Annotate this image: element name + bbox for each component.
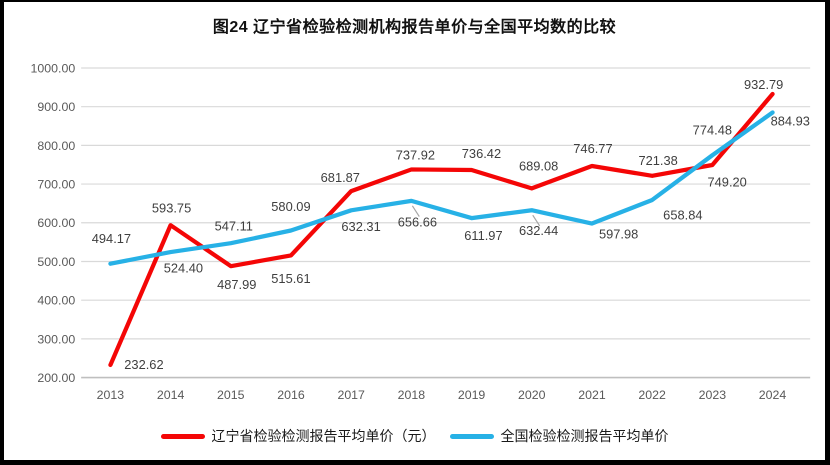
svg-text:689.08: 689.08 (519, 159, 558, 174)
national-line-data-labels: 494.17 524.40 547.11 580.09 632.31 656.66 611.… (92, 113, 810, 275)
label-leader-lines (411, 205, 541, 227)
svg-text:600.00: 600.00 (37, 216, 75, 230)
svg-text:2015: 2015 (217, 388, 245, 402)
svg-text:232.62: 232.62 (124, 357, 163, 372)
svg-text:774.48: 774.48 (693, 123, 732, 138)
y-axis-labels: 200.00 300.00 400.00 500.00 600.00 700.00 800.… (31, 61, 76, 385)
svg-text:2017: 2017 (337, 388, 365, 402)
svg-text:2014: 2014 (157, 388, 185, 402)
chart-title: 图24 辽宁省检验检测机构报告单价与全国平均数的比较 (212, 19, 617, 36)
svg-text:500.00: 500.00 (37, 255, 75, 269)
svg-text:300.00: 300.00 (37, 332, 75, 346)
svg-text:658.84: 658.84 (663, 208, 702, 223)
svg-text:1000.00: 1000.00 (31, 61, 76, 75)
svg-text:2019: 2019 (458, 388, 486, 402)
svg-text:2023: 2023 (699, 388, 727, 402)
svg-text:580.09: 580.09 (271, 199, 310, 214)
liaoning-line-swatch (160, 433, 205, 439)
svg-text:736.42: 736.42 (462, 146, 501, 161)
svg-text:632.44: 632.44 (519, 223, 558, 238)
liaoning-line (108, 91, 775, 368)
svg-text:749.20: 749.20 (708, 175, 747, 190)
legend-item-liaoning: 辽宁省检验检测报告平均单价（元） (160, 426, 436, 446)
svg-text:681.87: 681.87 (321, 170, 360, 185)
svg-text:515.61: 515.61 (271, 271, 310, 286)
svg-text:721.38: 721.38 (638, 153, 677, 168)
svg-text:611.97: 611.97 (464, 228, 502, 243)
gridlines (81, 67, 811, 379)
svg-text:2024: 2024 (759, 388, 787, 402)
liaoning-line-data-labels: 232.62 593.75 487.99 515.61 681.87 737.92 736.… (124, 77, 783, 372)
svg-text:494.17: 494.17 (92, 231, 131, 246)
svg-text:746.77: 746.77 (573, 141, 612, 156)
svg-text:737.92: 737.92 (396, 148, 435, 163)
legend-label-liaoning: 辽宁省检验检测报告平均单价（元） (211, 428, 436, 444)
svg-text:2016: 2016 (277, 388, 305, 402)
svg-text:547.11: 547.11 (215, 218, 253, 233)
svg-text:524.40: 524.40 (164, 261, 203, 276)
svg-text:487.99: 487.99 (217, 277, 256, 292)
svg-text:2021: 2021 (578, 388, 606, 402)
legend: 辽宁省检验检测报告平均单价（元） 全国检验检测报告平均单价 (4, 426, 825, 446)
svg-text:2020: 2020 (518, 388, 546, 402)
svg-text:2013: 2013 (97, 388, 125, 402)
svg-text:2018: 2018 (398, 388, 426, 402)
svg-text:932.79: 932.79 (744, 77, 783, 92)
svg-text:656.66: 656.66 (398, 214, 437, 229)
svg-text:597.98: 597.98 (599, 226, 638, 241)
x-axis-labels: 2013 2014 2015 2016 2017 2018 2019 2020 2021 2022… (97, 388, 787, 402)
national-line (108, 110, 775, 266)
svg-text:200.00: 200.00 (37, 371, 75, 385)
svg-text:400.00: 400.00 (37, 294, 75, 308)
svg-text:884.93: 884.93 (771, 113, 810, 128)
svg-text:632.31: 632.31 (341, 219, 380, 234)
svg-text:900.00: 900.00 (37, 100, 75, 114)
legend-label-national: 全国检验检测报告平均单价 (500, 428, 669, 444)
svg-text:593.75: 593.75 (152, 200, 191, 215)
svg-text:2022: 2022 (638, 388, 666, 402)
svg-text:800.00: 800.00 (37, 139, 75, 153)
chart-area: 200.00 300.00 400.00 500.00 600.00 700.00 800.… (31, 61, 811, 402)
legend-item-national: 全国检验检测报告平均单价 (449, 426, 669, 446)
national-line-swatch (449, 433, 494, 439)
svg-text:700.00: 700.00 (37, 178, 75, 192)
